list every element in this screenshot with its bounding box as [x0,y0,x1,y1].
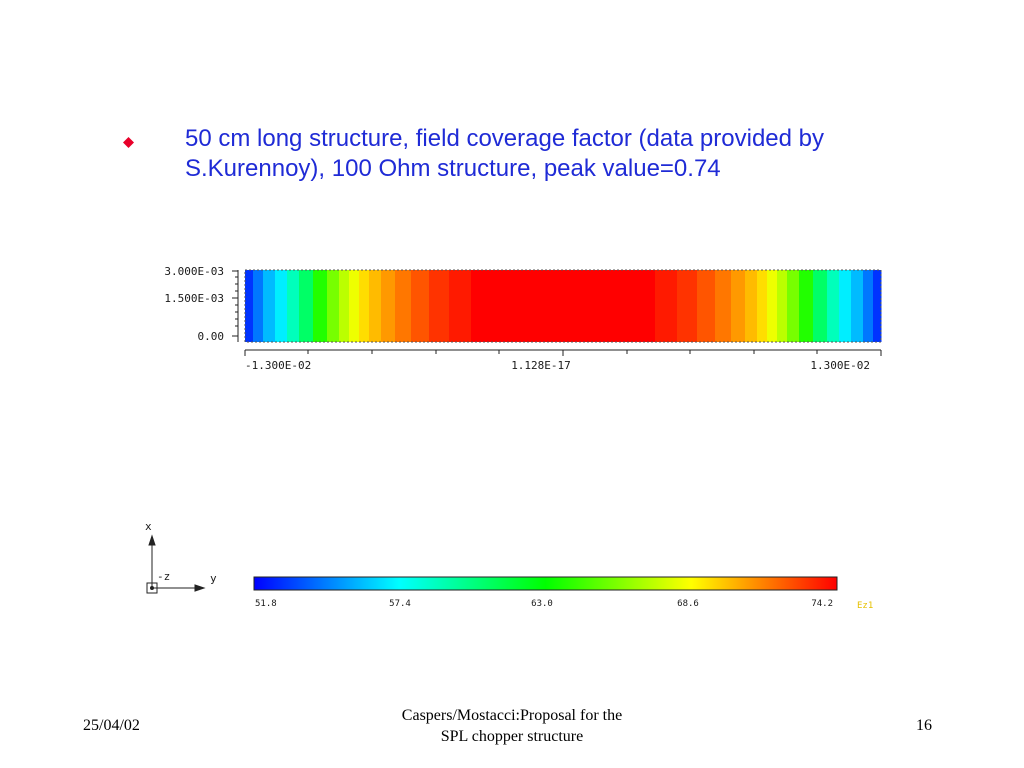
field-stripe [839,270,852,342]
field-stripe [263,270,276,342]
colorbar-tick-label: 68.6 [677,599,699,609]
field-stripe [767,270,778,342]
field-stripe [395,270,412,342]
footer-title: Caspers/Mostacci:Proposal for the SPL ch… [352,705,672,747]
field-stripe [359,270,370,342]
field-stripe [339,270,350,342]
field-stripe [449,270,472,342]
field-stripe [245,270,254,342]
x-tick-label: -1.300E-02 [245,359,311,372]
field-stripe [327,270,340,342]
field-stripe [411,270,430,342]
x-axis: -1.300E-02 1.128E-17 1.300E-02 [244,349,882,372]
footer-title-line: SPL chopper structure [440,728,584,745]
colorbar-tick-label: 51.8 [255,599,277,609]
colorbar-unit-label: Ez1 [857,601,873,611]
footer-date: 25/04/02 [83,717,140,734]
field-stripe [381,270,396,342]
x-tick-label: 1.300E-02 [810,359,870,372]
colorbar [253,576,838,591]
field-stripe [757,270,768,342]
field-stripe [873,270,882,342]
field-stripe [813,270,828,342]
field-stripe [827,270,840,342]
diamond-bullet-icon [123,137,134,148]
field-stripe [299,270,314,342]
field-stripe [745,270,758,342]
field-stripe [697,270,716,342]
field-stripe [777,270,788,342]
colorbar-tick-label: 74.2 [811,599,833,609]
axis-z-label: -z [157,570,170,583]
field-stripe [275,270,288,342]
field-stripe [863,270,874,342]
field-stripe [655,270,678,342]
field-stripe [677,270,698,342]
axis-triad [146,534,206,594]
footer-title-line: Caspers/Mostacci:Proposal for the [401,707,623,724]
axis-x-label: x [145,520,152,533]
field-stripe [731,270,746,342]
field-stripe [429,270,450,342]
y-tick-label: 0.00 [198,330,225,343]
field-stripe [349,270,360,342]
field-stripe [715,270,732,342]
field-stripe [799,270,814,342]
y-axis: 3.000E-03 1.500E-03 0.00 [164,265,239,343]
field-stripe [787,270,800,342]
colorbar-tick-label: 63.0 [531,599,553,609]
field-stripe [313,270,328,342]
page-number: 16 [916,717,932,734]
axis-y-label: y [210,572,217,585]
x-tick-label: 1.128E-17 [511,359,571,372]
y-tick-label: 3.000E-03 [164,265,224,278]
bullet-text: 50 cm long structure, field coverage fac… [185,125,824,182]
field-map [245,270,882,342]
field-stripe [287,270,300,342]
field-stripe [369,270,382,342]
y-tick-label: 1.500E-03 [164,292,224,305]
field-stripe [253,270,264,342]
colorbar-tick-label: 57.4 [389,599,411,609]
field-stripe [471,270,656,342]
field-stripe [851,270,864,342]
